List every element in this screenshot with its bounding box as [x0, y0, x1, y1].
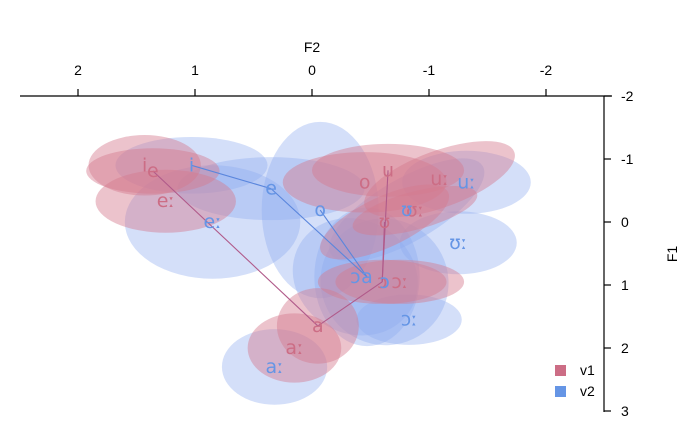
vowel-label-v2-e-long-2: eː — [204, 211, 222, 233]
legend-label-v2: v2 — [580, 383, 595, 399]
ellipse-v1-open-o-long-9 — [335, 259, 465, 304]
y-tick-label-5: 3 — [621, 403, 629, 419]
x-ticks: 2 1 0 -1 -2 — [74, 62, 552, 96]
vowel-label-v2-i-0: i — [189, 154, 194, 176]
vowel-label-v1-open-o-8: ɔ — [377, 271, 387, 293]
x-tick-label-2: 0 — [308, 62, 316, 78]
y-ticks: -2 -1 0 1 2 3 — [604, 88, 634, 419]
ellipse-v2-upsilon-long-6 — [399, 211, 517, 275]
ellipse-v1-a-long-11 — [247, 313, 342, 383]
x-axis-title: F2 — [304, 39, 321, 55]
ellipse-v1-i-0 — [88, 135, 201, 196]
y-tick-label-2: 0 — [621, 214, 629, 230]
vowel-label-v1-a-10: a — [312, 315, 324, 337]
x-tick-label-3: -1 — [423, 62, 436, 78]
connector-v2-0 — [191, 164, 272, 190]
vowel-label-v2-a-10: a — [361, 266, 373, 288]
legend: v1 v2 — [555, 362, 595, 399]
vowel-label-v2-o-3: o — [314, 199, 326, 221]
y-axis-title: F1 — [664, 246, 680, 263]
ellipse-v2-u-long-4 — [402, 150, 531, 214]
vowel-label-v1-u-long-5: uː — [430, 168, 448, 190]
legend-swatch-v2 — [555, 386, 566, 397]
ellipse-v2-open-o-long-8 — [356, 294, 462, 345]
vowel-label-v2-upsilon-long-6: ʊː — [449, 232, 467, 254]
ellipse-v1-u-long-5 — [364, 141, 515, 218]
y-tick-label-1: -1 — [621, 151, 634, 167]
vowel-label-v2-upsilon-5: ʊ — [401, 199, 413, 221]
y-tick-label-4: 2 — [621, 340, 629, 356]
connector-v2-1 — [270, 188, 368, 278]
vowel-label-v1-a-long-11: aː — [285, 337, 303, 359]
vowel-label-v1-e-long-2: eː — [157, 190, 175, 212]
connector-v1-3 — [152, 170, 319, 327]
vowel-label-v1-upsilon-7: ʊ — [379, 211, 391, 233]
vowel-label-v2-open-o-7: ɔ — [379, 271, 389, 293]
axes: 2 1 0 -1 -2 -2 -1 0 1 2 3 F2 F1 — [20, 39, 680, 419]
ellipse-v2-open-o-7 — [320, 218, 449, 346]
vowel-label-v1-open-o-long-9: ɔː — [391, 271, 408, 293]
ellipse-v2-e-long-2 — [124, 165, 301, 279]
vowel-label-v2-e-1: e — [265, 178, 277, 200]
legend-swatch-v1 — [555, 365, 566, 376]
connector-v1-5 — [381, 221, 386, 282]
ellipse-v2-a-long-11 — [221, 329, 328, 405]
ellipse-v1-o-3 — [282, 152, 447, 213]
x-tick-label-0: 2 — [74, 62, 82, 78]
vowel-label-v1-o-3: o — [359, 171, 371, 193]
ellipse-v2-upsilon-5 — [329, 158, 485, 262]
vowel-label-v2-a-long-11: aː — [266, 356, 284, 378]
x-tick-label-1: 1 — [191, 62, 199, 78]
vowel-label-v1-u-4: u — [382, 159, 394, 181]
y-tick-label-0: -2 — [621, 88, 634, 104]
ellipse-v1-upsilon-long-6 — [352, 185, 478, 236]
connectors-layer — [152, 164, 389, 327]
x-tick-label-4: -2 — [540, 62, 553, 78]
vowel-label-v1-e-1: e — [147, 160, 159, 182]
connector-v1-6 — [317, 281, 383, 327]
vowel-label-v2-open-o-long-8: ɔː — [401, 309, 418, 331]
ellipse-v1-upsilon-7 — [320, 184, 450, 260]
y-tick-label-3: 1 — [621, 277, 629, 293]
legend-label-v1: v1 — [580, 362, 595, 378]
vowel-label-v2-u-long-4: uː — [457, 171, 475, 193]
vowel-label-v2-open-o-9: ɔ — [350, 266, 360, 288]
ellipse-v2-i-0 — [115, 136, 268, 194]
ellipse-v1-e-long-2 — [95, 169, 236, 233]
vowel-label-v1-i-0: i — [142, 154, 147, 176]
connector-v2-2 — [319, 209, 368, 278]
ellipse-v2-open-o-9 — [292, 218, 418, 336]
vowel-label-v1-upsilon-long-6: ʊː — [406, 200, 424, 222]
